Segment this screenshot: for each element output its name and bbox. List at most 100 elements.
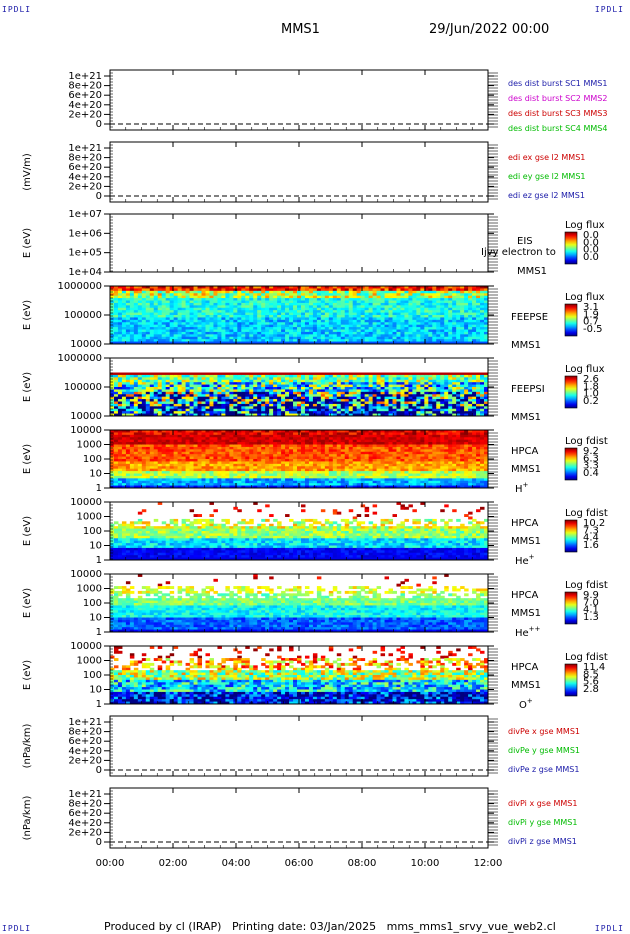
ytick-label-p10: 0 [96,765,102,776]
colorbar-title-p4: Log flux [565,292,605,303]
colorbar-tick-p4: 3.1 [583,302,599,313]
colorbar-title-p8: Log fdist [565,580,608,591]
ytick-label-p10: 6e+20 [68,736,102,747]
colorbar-p4 [564,303,578,337]
colorbar-tick-p3: 0.0 [583,237,599,248]
corner-mark-bottom-left: IPDLI [2,924,32,933]
xtick-label: 00:00 [96,858,125,869]
legend-entry-p11: divPi x gse MMS1 [508,799,577,808]
ytick-label-p8: 10000 [70,569,102,580]
species-label-p9: O+ [519,697,533,711]
spectrogram-p9 [110,646,489,705]
colorbar-tick-p4: 0.7 [583,317,599,328]
ytick-label-p10: 8e+20 [68,727,102,738]
panel-label-p5: FEEPSI [511,384,545,395]
datetime-title: 29/Jun/2022 00:00 [429,22,550,37]
ytick-label-p11: 8e+20 [68,799,102,810]
ylabel-p10: (nPa/km) [22,724,33,769]
colorbar-tick-p3: 0.0 [583,230,599,241]
spectrogram-p4 [110,286,489,345]
ylabel-p7: E (eV) [22,516,33,546]
ytick-label-p9: 10000 [70,641,102,652]
species-label-p8: He++ [515,625,541,639]
ytick-label-p8: 1000 [77,584,102,595]
ytick-label-p9: 100 [83,670,102,681]
colorbar-tick-p7: 4.4 [583,533,599,544]
species-charge-p7: + [529,553,535,561]
colorbar-tick-p3: 0.0 [583,252,599,263]
ytick-label-p11: 1e+21 [68,789,102,800]
ytick-label-p1: 1e+21 [68,71,102,82]
panel-spacecraft-p8: MMS1 [511,608,541,619]
panel-frame-p3 [109,213,489,273]
ytick-label-p7: 100 [83,526,102,537]
colorbar-title-p9: Log fdist [565,652,608,663]
ytick-label-p1: 8e+20 [68,81,102,92]
panel-label-p8: HPCA [511,590,539,601]
ylabel-p9: E (eV) [22,660,33,690]
panel-spacecraft-p4: MMS1 [511,340,541,351]
xtick-label: 10:00 [411,858,440,869]
ytick-label-p5: 100000 [64,382,102,393]
spectrogram-p8 [110,574,489,633]
colorbar-p5 [564,375,578,409]
ytick-label-p5: 1000000 [57,353,102,364]
panel-frame-p10 [109,715,489,777]
panel-label-p6: HPCA [511,446,539,457]
ytick-label-p10: 1e+21 [68,717,102,728]
ytick-label-p4: 100000 [64,310,102,321]
colorbar-p3 [564,231,578,265]
ylabel-p5: E (eV) [22,372,33,402]
colorbar-tick-p5: 1.0 [583,389,599,400]
ytick-label-p10: 2e+20 [68,755,102,766]
colorbar-tick-p8: 1.3 [583,612,599,623]
ytick-label-p2: 0 [96,191,102,202]
ytick-label-p7: 1000 [77,512,102,523]
panel-spacecraft-p9: MMS1 [511,680,541,691]
legend-entry-p1: des dist burst SC1 MMS1 [508,79,607,88]
ytick-label-p10: 4e+20 [68,746,102,757]
colorbar-tick-p6: 6.3 [583,453,599,464]
ytick-label-p11: 4e+20 [68,818,102,829]
ytick-label-p7: 1 [96,555,102,566]
xtick-label: 06:00 [285,858,314,869]
ytick-label-p1: 2e+20 [68,109,102,120]
ytick-label-p6: 1 [96,483,102,494]
corner-mark-top-left: IPDLI [2,5,32,14]
species-charge-p9: + [527,697,533,705]
ytick-label-p11: 2e+20 [68,827,102,838]
ytick-label-p4: 10000 [70,339,102,350]
legend-entry-p10: divPe y gse MMS1 [508,746,580,755]
ylabel-p4: E (eV) [22,300,33,330]
footer-credit: Produced by cl (IRAP) Printing date: 03/… [104,920,556,933]
ytick-label-p3: 1e+07 [68,209,102,220]
panel-spacecraft-p3: MMS1 [517,266,547,277]
spacecraft-title: MMS1 [281,22,320,37]
ytick-label-p5: 10000 [70,411,102,422]
species-label-p6: H+ [515,481,529,495]
panel-p8: 10000 1000 100 10 1 E (eV) Log fdist9.97.04.11… [22,569,608,639]
ytick-label-p11: 6e+20 [68,808,102,819]
ylabel-p8: E (eV) [22,588,33,618]
species-label-p7: He+ [515,553,535,567]
ytick-label-p6: 100 [83,454,102,465]
colorbar-tick-p9: 11.4 [583,662,605,673]
colorbar-tick-p7: 7.3 [583,525,599,536]
ytick-label-p3: 1e+06 [68,228,102,239]
ytick-label-p6: 10 [89,469,102,480]
ytick-label-p1: 0 [96,119,102,130]
panel-frame-p1 [109,69,489,131]
legend-entry-p2: edi ez gse l2 MMS1 [508,191,585,200]
panel-p6: 10000 1000 100 10 1 E (eV) Log fdist9.26.33.30… [22,425,608,495]
ytick-label-p7: 10000 [70,497,102,508]
ytick-label-p9: 1000 [77,656,102,667]
colorbar-tick-p5: 0.2 [583,396,599,407]
ytick-label-p3: 1e+05 [68,248,102,259]
xtick-label: 02:00 [159,858,188,869]
ytick-label-p1: 6e+20 [68,90,102,101]
panel-label-p4: FEEPSE [511,312,548,323]
spectrogram-p5 [110,372,489,417]
species-charge-p6: + [523,481,529,489]
